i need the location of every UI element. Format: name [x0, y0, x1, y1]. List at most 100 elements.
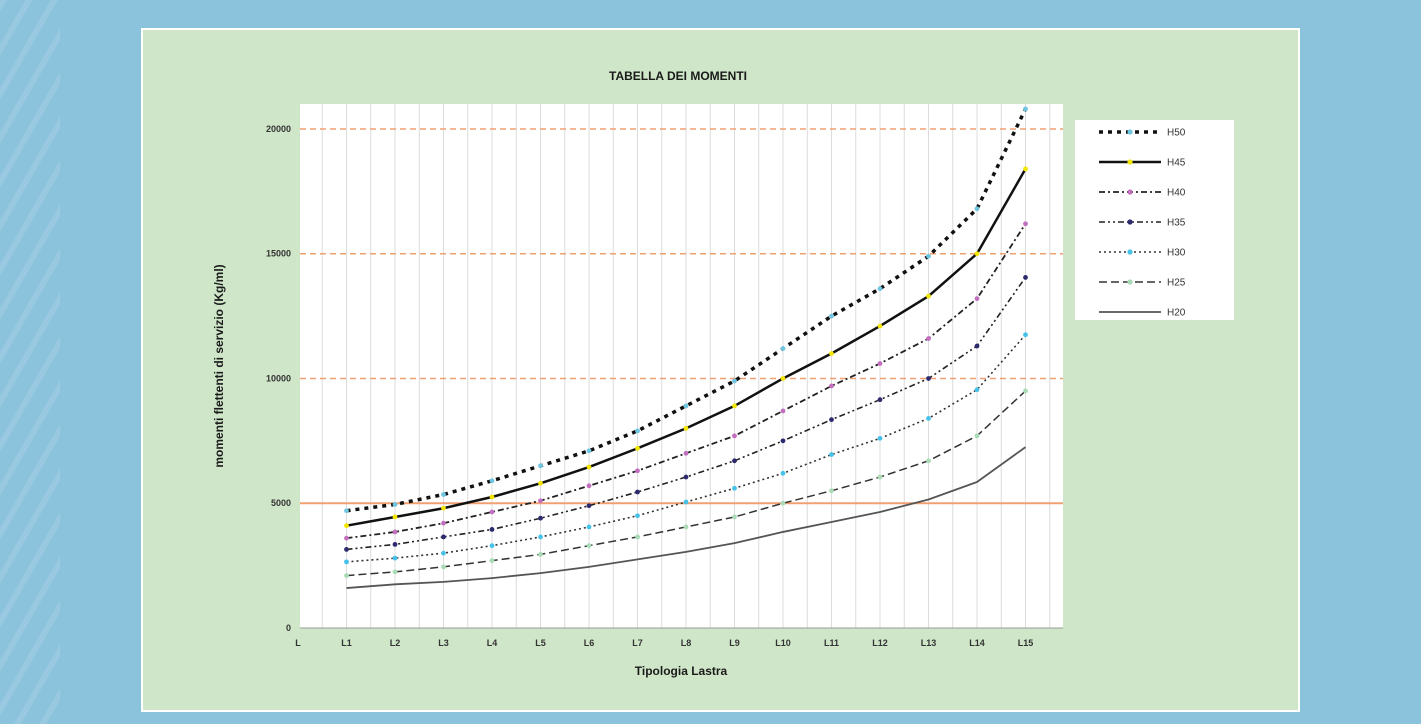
data-point	[538, 534, 543, 540]
data-point	[392, 542, 398, 547]
y-axis-label: momenti flettenti di servizio (Kg/ml)	[212, 264, 226, 467]
plot-area	[300, 104, 1063, 628]
x-tick-label: L	[295, 638, 301, 648]
data-point	[635, 489, 640, 495]
y-tick-label: 20000	[266, 124, 291, 134]
series-h30	[344, 332, 1028, 565]
data-point	[586, 543, 592, 549]
data-point	[974, 343, 980, 349]
data-point	[538, 498, 543, 504]
data-point	[489, 558, 495, 564]
y-tick-label: 15000	[266, 249, 291, 259]
data-point	[974, 296, 980, 302]
data-point	[877, 286, 883, 292]
chart-panel: TABELLA DEI MOMENTI 0 5000 10000 15000 20000…	[141, 28, 1300, 712]
data-point	[1023, 388, 1028, 394]
data-point	[635, 468, 640, 474]
legend-label-h25: H25	[1167, 278, 1186, 289]
data-point	[926, 376, 931, 381]
data-point	[780, 470, 786, 476]
x-tick-label: L1	[341, 638, 352, 648]
data-point	[780, 376, 786, 381]
data-point	[1023, 166, 1028, 172]
gridlines	[300, 104, 1063, 629]
x-tick-label: L6	[584, 638, 595, 648]
data-point	[877, 474, 883, 480]
data-point	[683, 499, 689, 505]
legend: H50 H45 H40 H35 H30 H25 H20	[1075, 120, 1234, 320]
legend-box	[1075, 120, 1234, 320]
data-point	[926, 253, 931, 259]
data-point	[877, 435, 883, 441]
data-point	[489, 494, 495, 500]
x-tick-label: L4	[487, 638, 498, 648]
data-point	[344, 573, 349, 578]
data-point	[683, 403, 689, 409]
data-point	[780, 346, 786, 351]
legend-label-h50: H50	[1167, 128, 1186, 139]
x-axis-label: Tipologia Lastra	[635, 664, 728, 678]
data-point	[344, 523, 349, 529]
data-point	[732, 378, 737, 384]
data-point	[1023, 332, 1028, 338]
data-point	[732, 403, 737, 409]
data-point	[392, 569, 398, 575]
data-point	[1023, 106, 1028, 112]
data-point	[877, 397, 883, 403]
x-tick-label: L9	[729, 638, 740, 648]
data-point	[829, 488, 834, 494]
legend-label-h35: H35	[1167, 218, 1186, 229]
data-point	[441, 534, 446, 540]
data-point	[441, 505, 446, 511]
x-tick-label: L8	[681, 638, 692, 648]
series-h20	[346, 446, 1027, 589]
legend-marker	[1127, 189, 1133, 195]
data-point	[489, 527, 495, 532]
data-point	[829, 313, 834, 319]
data-point	[441, 492, 446, 497]
data-point	[829, 452, 834, 457]
data-point	[344, 559, 349, 565]
data-point	[732, 433, 737, 439]
y-tick-label: 10000	[266, 373, 291, 383]
data-point	[489, 509, 495, 515]
series-group	[344, 106, 1028, 589]
data-point	[538, 480, 543, 486]
x-tick-label: L14	[969, 638, 985, 648]
data-point	[538, 551, 543, 557]
data-point	[780, 408, 786, 414]
legend-label-h45: H45	[1167, 158, 1186, 169]
y-tick-label: 0	[286, 623, 291, 633]
data-point	[586, 483, 592, 489]
x-tick-label: L3	[438, 638, 449, 648]
x-tick-label: L2	[390, 638, 401, 648]
data-point	[635, 445, 640, 451]
data-point	[586, 464, 592, 470]
data-point	[732, 458, 737, 464]
series-h45	[344, 166, 1028, 529]
data-point	[441, 564, 446, 570]
legend-marker	[1127, 159, 1133, 165]
legend-label-h40: H40	[1167, 188, 1186, 199]
x-tick-label: L5	[535, 638, 546, 648]
data-point	[344, 535, 349, 541]
data-point	[586, 503, 592, 509]
x-tick-label: L12	[872, 638, 888, 648]
data-point	[392, 555, 398, 561]
data-point	[1023, 275, 1028, 280]
data-point	[877, 361, 883, 366]
data-point	[829, 417, 834, 423]
data-point	[926, 458, 931, 464]
series-line-h20	[346, 446, 1027, 589]
data-point	[344, 508, 349, 514]
legend-label-h20: H20	[1167, 308, 1186, 319]
data-point	[344, 547, 349, 552]
data-point	[732, 514, 737, 520]
data-point	[635, 534, 640, 540]
data-point	[974, 387, 980, 393]
data-point	[829, 351, 834, 356]
x-tick-label: L11	[824, 638, 839, 648]
data-point	[780, 438, 786, 444]
chart-title: TABELLA DEI MOMENTI	[609, 69, 747, 83]
y-tick-label: 5000	[271, 498, 291, 508]
